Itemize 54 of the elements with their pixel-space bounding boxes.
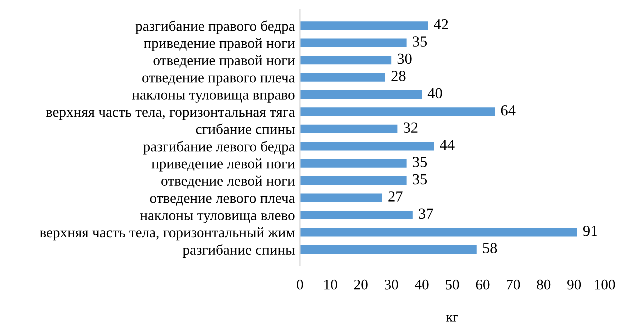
y-tick-label: разгибание спины bbox=[182, 244, 295, 258]
x-axis-title: кг bbox=[446, 315, 458, 322]
bar bbox=[300, 194, 382, 202]
y-tick-label: сгибание спины bbox=[196, 124, 295, 134]
y-tick-label: приведение правой ноги bbox=[144, 38, 295, 52]
bar bbox=[300, 159, 407, 168]
y-tick-label: наклоны туловища влево bbox=[140, 213, 295, 224]
y-tick-label: отведение правого плеча bbox=[142, 76, 296, 86]
bar bbox=[300, 124, 398, 134]
x-tick-label: 10 bbox=[324, 280, 338, 290]
data-label: 58 bbox=[483, 243, 498, 254]
bar bbox=[300, 245, 477, 254]
bar bbox=[300, 73, 386, 82]
x-tick-label: 50 bbox=[446, 280, 460, 290]
y-tick-label: верхняя часть тела, горизонтальная тяга bbox=[46, 110, 296, 120]
x-tick-label: 30 bbox=[384, 280, 398, 290]
data-label: 42 bbox=[434, 19, 448, 30]
y-tick-label: отведение левой ноги bbox=[162, 176, 295, 189]
bar bbox=[300, 56, 392, 65]
data-label: 28 bbox=[392, 71, 406, 82]
y-tick-label: наклоны туловища вправо bbox=[132, 92, 295, 103]
data-label: 32 bbox=[404, 122, 418, 133]
x-tick-label: 90 bbox=[568, 280, 582, 290]
x-tick-label: 60 bbox=[476, 280, 490, 290]
data-label: 44 bbox=[440, 140, 455, 150]
data-label: 64 bbox=[501, 106, 516, 116]
data-label: 40 bbox=[428, 88, 442, 99]
bar bbox=[300, 228, 578, 237]
x-tick-label: 80 bbox=[537, 280, 551, 290]
bar bbox=[300, 176, 407, 186]
data-label: 35 bbox=[413, 36, 428, 47]
y-tick-label: верхняя часть тела, горизонтальный жим bbox=[40, 228, 295, 241]
y-tick-label: отведение правой ноги bbox=[154, 55, 295, 68]
data-label: 35 bbox=[413, 174, 428, 185]
data-label: 27 bbox=[388, 192, 403, 202]
x-tick-label: 70 bbox=[507, 280, 520, 290]
data-label: 30 bbox=[398, 54, 412, 64]
y-tick-label: приведение левой ноги bbox=[152, 158, 295, 172]
bar bbox=[300, 142, 434, 151]
x-tick-label: 20 bbox=[354, 280, 368, 290]
y-tick-label: разгибание правого бедра bbox=[136, 20, 296, 34]
bar bbox=[300, 38, 407, 48]
y-tick-label: разгибание левого бедра bbox=[144, 141, 296, 155]
data-label: 91 bbox=[583, 226, 598, 236]
bar bbox=[300, 210, 413, 220]
x-tick-label: 100 bbox=[595, 280, 616, 290]
x-tick-label: 0 bbox=[297, 280, 304, 290]
bar bbox=[300, 22, 428, 30]
data-label: 37 bbox=[419, 208, 434, 220]
x-tick-label: 40 bbox=[415, 280, 429, 290]
y-tick-label: отведение левого плеча bbox=[150, 196, 296, 206]
bar bbox=[300, 90, 422, 100]
data-label: 35 bbox=[413, 157, 428, 168]
bar bbox=[300, 108, 496, 116]
